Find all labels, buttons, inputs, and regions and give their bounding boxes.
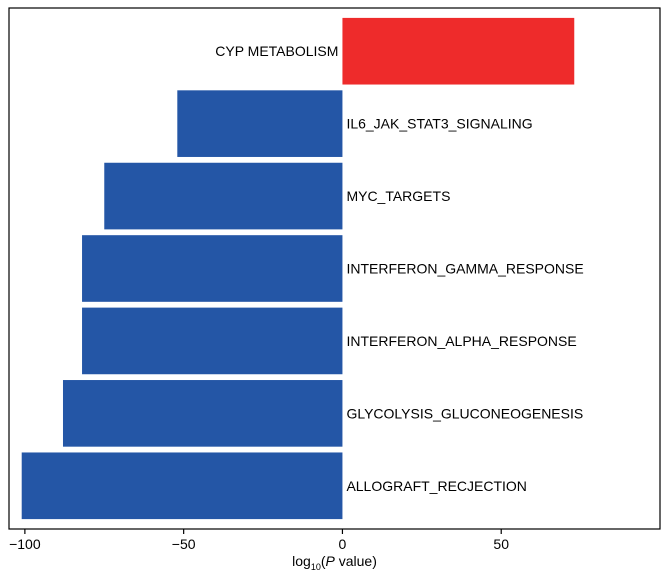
x-tick-label: 0 <box>339 536 347 552</box>
x-axis-label-italic: P <box>325 553 335 569</box>
bars-layer <box>21 17 575 520</box>
bar-allograft-recjection <box>21 452 343 520</box>
category-label: MYC_TARGETS <box>346 188 450 204</box>
bar-cyp-metabolism <box>342 17 575 85</box>
bar-interferon-alpha-response <box>82 307 343 375</box>
x-tick-label: −50 <box>172 536 196 552</box>
x-tick-label: 50 <box>493 536 509 552</box>
x-axis-label-open: ( <box>320 553 326 569</box>
x-axis-label: log10(P value) <box>0 553 669 572</box>
bar-interferon-gamma-response <box>82 235 343 302</box>
category-label: INTERFERON_GAMMA_RESPONSE <box>346 261 583 277</box>
category-labels-layer: CYP METABOLISM IL6_JAK_STAT3_SIGNALING MYC… <box>215 43 583 494</box>
x-axis-label-subscript: 10 <box>310 561 321 572</box>
category-label: INTERFERON_ALPHA_RESPONSE <box>346 333 576 349</box>
category-label: GLYCOLYSIS_GLUCONEOGENESIS <box>346 405 583 421</box>
bar-myc-targets <box>104 162 343 230</box>
x-axis-ticks-layer: −100 −50 0 50 <box>9 529 509 552</box>
plot-panel-border <box>8 7 661 530</box>
x-axis-label-prefix: log <box>292 553 311 569</box>
bar-glycolysis-gluconeogenesis <box>62 380 343 447</box>
x-axis-label-suffix: value) <box>334 553 377 569</box>
x-tick-label: −100 <box>9 536 41 552</box>
category-label: ALLOGRAFT_RECJECTION <box>346 478 526 494</box>
bar-il6-jak-stat3-signaling <box>177 90 343 157</box>
category-label: CYP METABOLISM <box>215 43 338 59</box>
category-label: IL6_JAK_STAT3_SIGNALING <box>346 116 532 132</box>
